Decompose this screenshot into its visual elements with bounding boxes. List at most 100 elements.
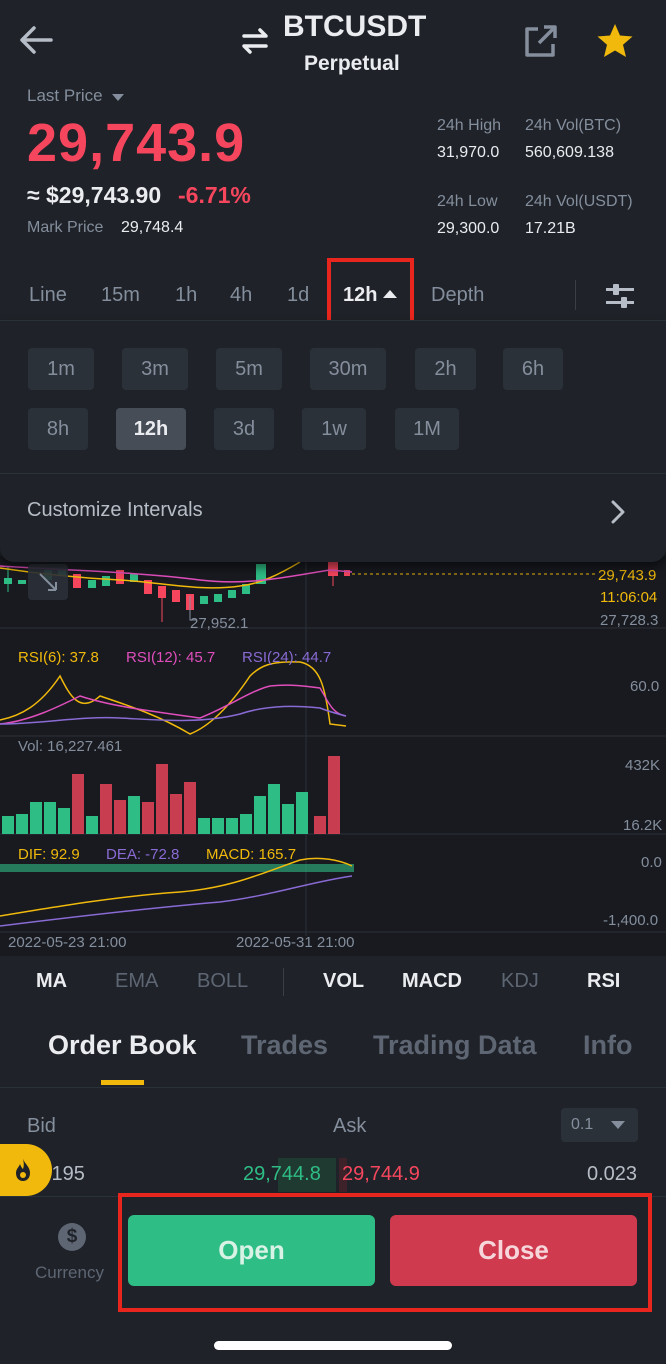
tab-1h[interactable]: 1h [175, 284, 198, 306]
interval-option-1m[interactable]: 1m [28, 348, 94, 390]
open-button[interactable]: Open [128, 1215, 375, 1286]
ask-price[interactable]: 29,744.9 [342, 1163, 420, 1185]
header: BTCUSDT Perpetual [0, 0, 666, 80]
24h-low-label: 24h Low [437, 193, 498, 210]
indicator-ema[interactable]: EMA [115, 970, 159, 992]
indicator-kdj[interactable]: KDJ [501, 970, 539, 992]
volume-label: Vol: 16,227.461 [18, 738, 123, 755]
bid-header: Bid [27, 1115, 56, 1137]
dif-label: DIF: 92.9 [18, 846, 80, 863]
tab-trades[interactable]: Trades [241, 1030, 329, 1060]
bid-depth-bar [278, 1158, 336, 1192]
date-label: 2022-05-31 21:00 [236, 934, 355, 951]
rsi-axis-label: 60.0 [630, 678, 660, 695]
chart-low-marker: 27,952.1 [190, 615, 249, 632]
tab-12h-label: 12h [343, 284, 378, 306]
tab-depth[interactable]: Depth [431, 284, 485, 306]
interval-option-30m[interactable]: 30m [310, 348, 386, 390]
tab-12h[interactable]: 12h [343, 284, 398, 307]
tab-line[interactable]: Line [29, 284, 67, 306]
chart-settings-icon[interactable] [604, 282, 636, 310]
home-indicator[interactable] [214, 1341, 452, 1350]
indicator-macd[interactable]: MACD [402, 970, 462, 992]
share-icon[interactable] [524, 24, 558, 58]
favorite-star-icon[interactable] [596, 22, 634, 60]
tab-order-book[interactable]: Order Book [48, 1030, 197, 1060]
floating-action-button[interactable] [0, 1144, 52, 1196]
interval-option-3m[interactable]: 3m [122, 348, 188, 390]
macd-zero-label: 0.0 [641, 854, 662, 871]
swap-pair-icon[interactable] [240, 26, 270, 56]
last-price-label[interactable]: Last Price [27, 86, 103, 105]
macd-min-label: -1,400.0 [603, 912, 659, 929]
indicator-rsi[interactable]: RSI [587, 970, 621, 992]
price-change-percent: -6.71% [178, 182, 251, 208]
ask-quantity: 0.023 [587, 1163, 638, 1185]
interval-option-2h[interactable]: 2h [415, 348, 476, 390]
flame-icon [16, 1159, 30, 1181]
indicator-ma[interactable]: MA [36, 970, 68, 992]
tab-15m[interactable]: 15m [101, 284, 140, 306]
tab-4h[interactable]: 4h [230, 284, 253, 306]
chevron-down-icon [611, 1121, 625, 1129]
precision-value: 0.1 [571, 1116, 594, 1133]
usd-price: ≈ $29,743.90 [27, 182, 162, 208]
dea-label: DEA: -72.8 [106, 846, 180, 863]
bid-quantity: .195 [46, 1163, 85, 1185]
pair-title[interactable]: BTCUSDT [283, 10, 427, 43]
interval-option-1M[interactable]: 1M [395, 408, 459, 450]
caret-up-icon [383, 289, 398, 298]
chart-countdown: 11:06:04 [600, 589, 658, 606]
back-arrow-icon[interactable] [18, 24, 54, 56]
rsi24-label: RSI(24): 44.7 [242, 649, 332, 666]
ask-depth-bar [339, 1158, 347, 1192]
interval-option-3d[interactable]: 3d [214, 408, 274, 450]
24h-vol-usdt-value: 17.21B [525, 220, 576, 237]
customize-intervals-label[interactable]: Customize Intervals [27, 499, 203, 521]
24h-vol-btc-label: 24h Vol(BTC) [525, 117, 622, 134]
24h-high-value: 31,970.0 [437, 144, 500, 161]
rsi12-label: RSI(12): 45.7 [126, 649, 216, 666]
contract-type: Perpetual [304, 52, 400, 75]
chart-svg [0, 556, 666, 936]
bid-price[interactable]: 29,744.8 [243, 1163, 321, 1185]
divider [0, 473, 666, 474]
rsi6-label: RSI(6): 37.8 [18, 649, 99, 666]
tab-trading-data[interactable]: Trading Data [373, 1030, 537, 1060]
interval-option-8h[interactable]: 8h [28, 408, 88, 450]
close-button[interactable]: Close [390, 1215, 637, 1286]
interval-option-5m[interactable]: 5m [216, 348, 282, 390]
volume-min-label: 16.2K [623, 817, 663, 834]
tab-info[interactable]: Info [583, 1030, 633, 1060]
kline-chart[interactable]: 29,743.9 11:06:04 27,728.3 27,952.1 RSI(… [0, 556, 666, 956]
active-tab-indicator [101, 1080, 144, 1085]
indicator-boll[interactable]: BOLL [197, 970, 249, 992]
interval-dropdown-panel: 1m 3m 5m 30m 2h 6h 8h 12h 3d 1w 1M Custo… [0, 320, 666, 562]
precision-select[interactable]: 0.1 [561, 1108, 638, 1142]
tab-1d[interactable]: 1d [287, 284, 310, 306]
macd-label: MACD: 165.7 [206, 846, 297, 863]
interval-option-1w[interactable]: 1w [302, 408, 366, 450]
chevron-down-icon[interactable] [112, 94, 124, 101]
date-label: 2022-05-23 21:00 [8, 934, 127, 951]
currency-label[interactable]: Currency [35, 1263, 104, 1282]
mark-price-label: Mark Price [27, 219, 104, 236]
last-price: 29,743.9 [27, 113, 246, 173]
highlight-annotation-buttons [118, 1193, 652, 1312]
interval-option-6h[interactable]: 6h [503, 348, 563, 390]
indicator-vol[interactable]: VOL [323, 970, 365, 992]
interval-option-12h[interactable]: 12h [116, 408, 186, 450]
chart-price-level: 27,728.3 [600, 612, 659, 629]
24h-vol-usdt-label: 24h Vol(USDT) [525, 193, 633, 210]
24h-high-label: 24h High [437, 117, 502, 134]
ask-header: Ask [333, 1115, 367, 1137]
divider [0, 1087, 666, 1088]
chevron-right-icon[interactable] [608, 499, 628, 525]
dollar-icon[interactable]: $ [58, 1223, 86, 1251]
mark-price-value: 29,748.4 [121, 219, 184, 236]
24h-low-value: 29,300.0 [437, 220, 500, 237]
highlight-annotation-interval [327, 258, 414, 326]
chart-current-price: 29,743.9 [598, 567, 657, 584]
divider [283, 968, 284, 996]
volume-max-label: 432K [625, 757, 661, 774]
